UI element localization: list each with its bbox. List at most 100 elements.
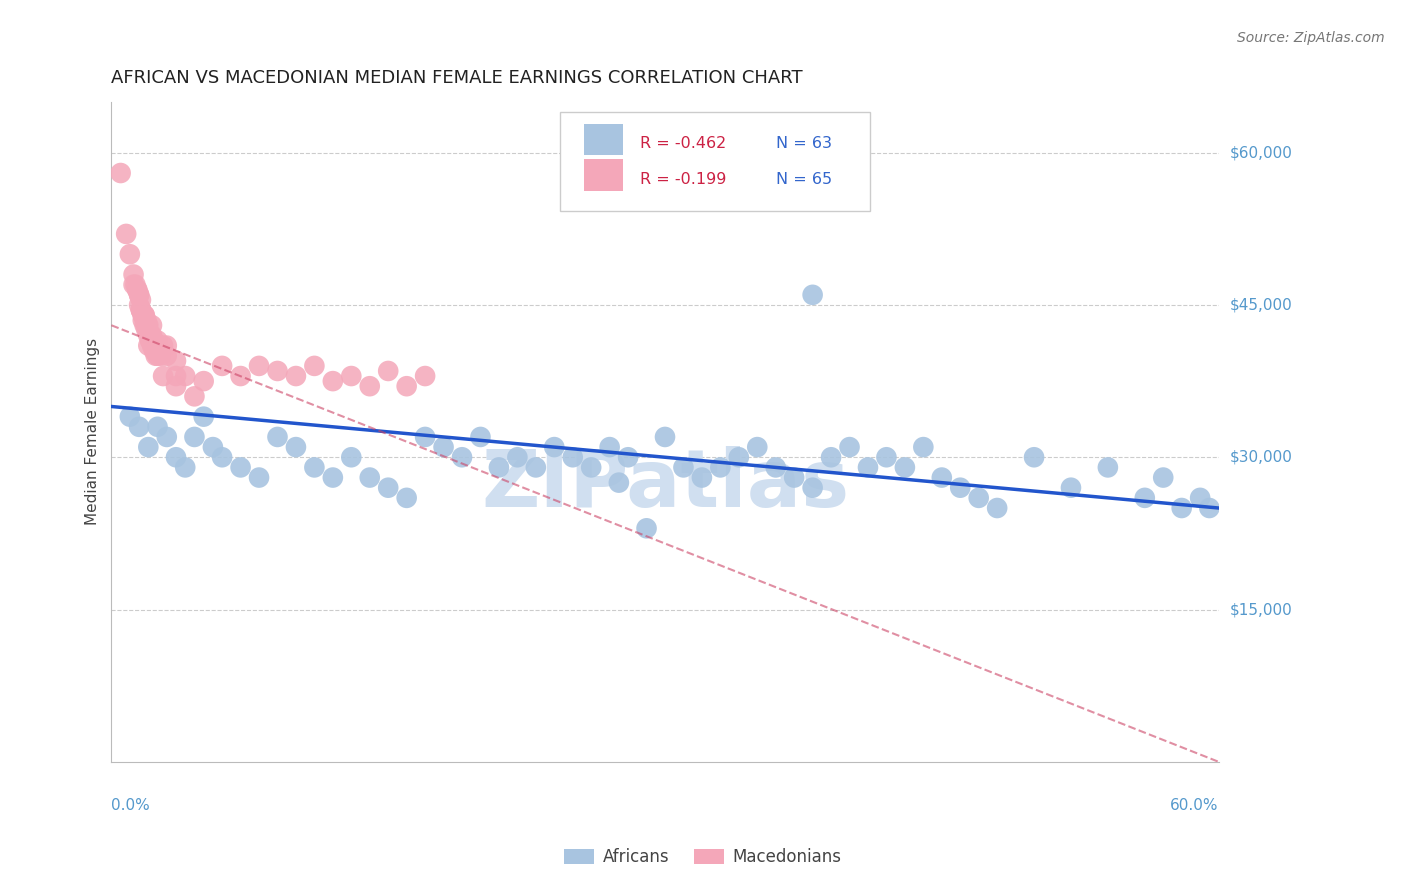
Point bbox=[607, 475, 630, 490]
Point bbox=[579, 460, 602, 475]
Point bbox=[165, 369, 187, 384]
Point bbox=[284, 440, 307, 454]
Point bbox=[129, 303, 152, 318]
Point bbox=[470, 430, 492, 444]
Text: N = 65: N = 65 bbox=[776, 171, 832, 186]
Point bbox=[488, 460, 510, 475]
Point bbox=[156, 349, 179, 363]
Point bbox=[142, 334, 165, 348]
Point bbox=[247, 470, 270, 484]
Point bbox=[118, 247, 141, 261]
Point bbox=[654, 430, 676, 444]
Point bbox=[146, 349, 169, 363]
Text: $15,000: $15,000 bbox=[1230, 602, 1292, 617]
Point bbox=[765, 460, 787, 475]
Point bbox=[135, 318, 157, 333]
Point bbox=[127, 283, 149, 297]
Point bbox=[359, 379, 381, 393]
Point bbox=[561, 450, 583, 465]
Point bbox=[193, 374, 215, 388]
Point bbox=[599, 440, 621, 454]
Point bbox=[820, 450, 842, 465]
Point bbox=[413, 430, 436, 444]
Point bbox=[146, 338, 169, 352]
Point bbox=[136, 328, 159, 343]
Text: 60.0%: 60.0% bbox=[1170, 798, 1219, 814]
Point bbox=[152, 369, 174, 384]
Point bbox=[193, 409, 215, 424]
Text: R = -0.462: R = -0.462 bbox=[640, 136, 725, 151]
Point bbox=[247, 359, 270, 373]
Point bbox=[165, 379, 187, 393]
Point bbox=[136, 338, 159, 352]
Point bbox=[709, 460, 731, 475]
Point bbox=[115, 227, 138, 241]
Y-axis label: Median Female Earnings: Median Female Earnings bbox=[86, 338, 100, 525]
Point bbox=[136, 318, 159, 333]
Text: R = -0.199: R = -0.199 bbox=[640, 171, 725, 186]
Point bbox=[174, 460, 197, 475]
Point bbox=[912, 440, 935, 454]
Point bbox=[636, 521, 658, 535]
Point bbox=[894, 460, 917, 475]
Point bbox=[340, 369, 363, 384]
Point bbox=[617, 450, 640, 465]
Point bbox=[156, 430, 179, 444]
Point bbox=[672, 460, 695, 475]
Point bbox=[432, 440, 454, 454]
Point bbox=[134, 308, 156, 322]
Point bbox=[949, 481, 972, 495]
Point bbox=[524, 460, 547, 475]
Text: $30,000: $30,000 bbox=[1230, 450, 1292, 465]
Point bbox=[139, 334, 162, 348]
Point bbox=[967, 491, 990, 505]
Point bbox=[1189, 491, 1212, 505]
Point bbox=[359, 470, 381, 484]
Point bbox=[183, 389, 205, 403]
Point bbox=[838, 440, 860, 454]
Point bbox=[801, 288, 824, 302]
Point bbox=[229, 369, 252, 384]
Point bbox=[132, 308, 155, 322]
Point bbox=[139, 334, 162, 348]
Point bbox=[377, 481, 399, 495]
Point bbox=[211, 359, 233, 373]
Point bbox=[856, 460, 879, 475]
FancyBboxPatch shape bbox=[583, 160, 623, 191]
Legend: Africans, Macedonians: Africans, Macedonians bbox=[555, 840, 851, 875]
Point bbox=[266, 430, 288, 444]
Point bbox=[148, 343, 170, 358]
Point bbox=[135, 313, 157, 327]
Point bbox=[128, 419, 150, 434]
Point bbox=[1198, 501, 1220, 516]
Point bbox=[183, 430, 205, 444]
Point bbox=[142, 343, 165, 358]
Point bbox=[110, 166, 132, 180]
Point bbox=[395, 379, 418, 393]
Point bbox=[340, 450, 363, 465]
Text: AFRICAN VS MACEDONIAN MEDIAN FEMALE EARNINGS CORRELATION CHART: AFRICAN VS MACEDONIAN MEDIAN FEMALE EARN… bbox=[111, 69, 803, 87]
Point bbox=[118, 409, 141, 424]
Point bbox=[1133, 491, 1156, 505]
Point bbox=[134, 308, 156, 322]
Point bbox=[284, 369, 307, 384]
Point bbox=[141, 318, 163, 333]
Point bbox=[150, 349, 173, 363]
Point bbox=[129, 303, 152, 318]
Point bbox=[141, 338, 163, 352]
Point bbox=[690, 470, 713, 484]
Point bbox=[136, 323, 159, 337]
FancyBboxPatch shape bbox=[583, 124, 623, 155]
Point bbox=[156, 338, 179, 352]
Point bbox=[128, 288, 150, 302]
Point bbox=[122, 277, 145, 292]
Point bbox=[451, 450, 474, 465]
Point bbox=[1097, 460, 1119, 475]
Point bbox=[931, 470, 953, 484]
Text: $45,000: $45,000 bbox=[1230, 298, 1292, 312]
Point bbox=[132, 308, 155, 322]
Point bbox=[377, 364, 399, 378]
Point bbox=[146, 334, 169, 348]
Point bbox=[875, 450, 897, 465]
Point bbox=[122, 268, 145, 282]
